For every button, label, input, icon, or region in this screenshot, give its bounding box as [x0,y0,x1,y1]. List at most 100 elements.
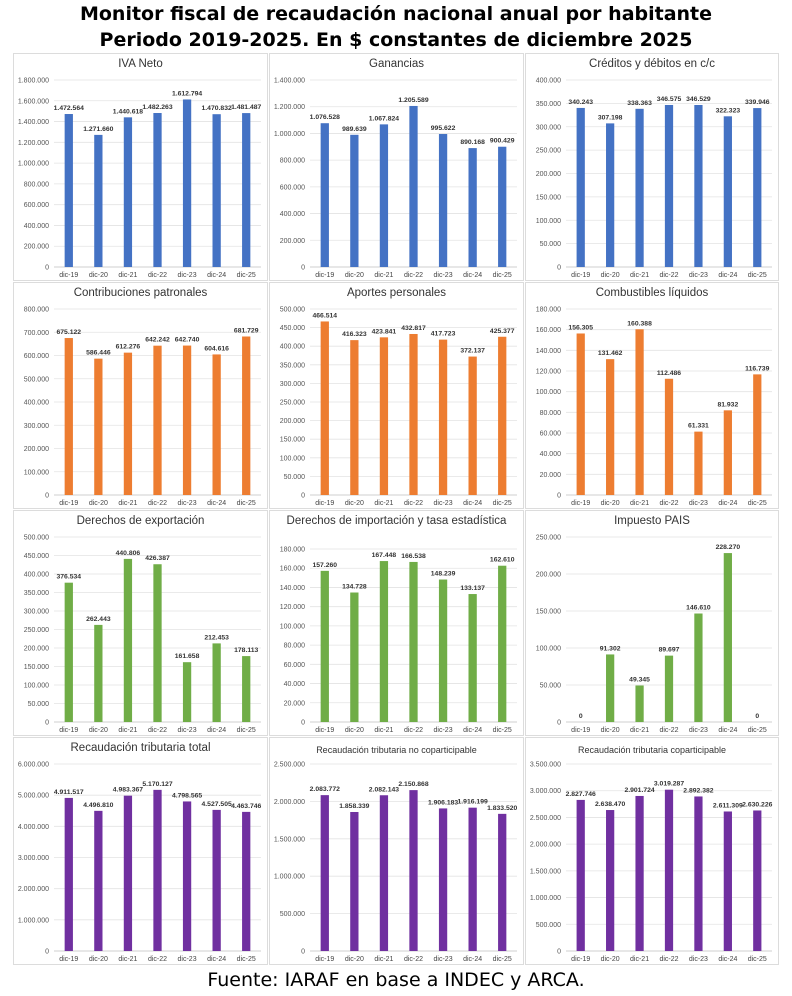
y-tick-label: 0 [301,949,305,956]
data-label: 1.440.618 [113,108,143,115]
data-label: 2.892.382 [683,787,713,794]
x-tick-label: dic-20 [345,500,364,507]
data-label: 178.113 [234,647,258,654]
bar-dic-24 [212,354,221,495]
x-tick-label: dic-21 [374,500,393,507]
x-tick-label: dic-21 [118,727,137,734]
y-tick-label: 300.000 [24,423,49,430]
chart-panel-total: Recaudación tributaria total 0 1.000.000 2.… [13,737,268,965]
bar-dic-22 [153,564,162,722]
y-tick-label: 300.000 [536,124,561,131]
y-tick-label: 50.000 [540,683,562,690]
data-label: 346.529 [686,96,711,103]
data-label: 1.612.794 [172,90,202,97]
y-tick-label: 0 [557,265,561,272]
chart-title: Recaudación tributaria total [70,742,211,754]
data-label: 675.122 [56,329,81,336]
y-tick-label: 150.000 [536,194,561,201]
x-tick-label: dic-22 [404,500,423,507]
y-tick-label: 500.000 [280,307,305,314]
y-tick-label: 120.000 [280,604,305,611]
bar-dic-20 [94,134,103,267]
x-tick-label: dic-24 [463,272,482,279]
x-tick-label: dic-21 [374,727,393,734]
bar-dic-19 [576,799,585,951]
data-label: 157.260 [312,562,337,569]
bar-dic-19 [320,570,329,722]
x-tick-label: dic-24 [718,956,737,963]
y-tick-label: 1.400.000 [274,78,305,85]
data-label: 0 [755,713,759,720]
bar-dic-24 [212,114,221,267]
x-tick-label: dic-21 [630,727,649,734]
chart-title: Contribuciones patronales [73,287,208,299]
data-label: 91.302 [600,645,621,652]
y-tick-label: 200.000 [536,171,561,178]
chart-title: Recaudación tributaria coparticipable [577,745,727,755]
data-label: 4.527.505 [202,801,232,808]
x-tick-label: dic-24 [718,500,737,507]
data-label: 1.472.564 [54,105,84,112]
chart-panel-contribuciones: Contribuciones patronales 0 100.000 200.000… [13,282,268,509]
y-tick-label: 200.000 [536,572,561,579]
y-tick-label: 2.500.000 [530,815,561,822]
x-tick-label: dic-19 [59,272,78,279]
x-tick-label: dic-22 [404,727,423,734]
y-tick-label: 450.000 [24,553,49,560]
x-tick-label: dic-23 [178,727,197,734]
x-tick-label: dic-23 [178,956,197,963]
y-tick-label: 1.500.000 [530,868,561,875]
data-label: 426.387 [145,555,170,562]
bar-dic-22 [664,655,674,722]
x-tick-label: dic-20 [89,956,108,963]
y-tick-label: 0 [301,493,305,500]
bar-dic-24 [723,410,732,495]
bar-dic-22 [664,378,674,495]
data-label: 1.470.832 [202,105,232,112]
data-label: 1.916.199 [458,799,488,806]
data-label: 340.243 [568,99,593,106]
chart-panel-creditos: Créditos y débitos en c/c 0 50.000 100.000 1… [525,53,779,281]
data-label: 167.448 [372,552,397,559]
y-tick-label: 2.500.000 [274,762,305,769]
x-tick-label: dic-19 [315,272,334,279]
bar-dic-19 [576,107,585,267]
y-tick-label: 100.000 [280,455,305,462]
chart-panel-ganancias: Ganancias 0 200.000 400.000 600.000 800.000 1.… [269,53,524,281]
data-label: 1.858.339 [339,803,369,810]
x-tick-label: dic-23 [178,272,197,279]
data-label: 166.538 [401,553,426,560]
y-tick-label: 600.000 [280,184,305,191]
x-tick-label: dic-23 [689,500,708,507]
source-note: Fuente: IARAF en base a INDEC y ARCA. [207,969,585,991]
x-tick-label: dic-25 [237,500,256,507]
x-tick-label: dic-22 [404,272,423,279]
data-label: 417.723 [431,331,456,338]
x-tick-label: dic-19 [571,272,590,279]
chart-panel-exportacion: Derechos de exportación 0 50.000 100.000 150… [13,510,268,736]
chart-svg-total: 0 1.000.000 2.000.000 3.000.000 4.000.000 5.0… [18,762,262,964]
y-tick-label: 600.000 [24,202,49,209]
bar-dic-23 [438,808,448,951]
y-tick-label: 800.000 [24,181,49,188]
y-tick-label: 0 [557,493,561,500]
y-tick-label: 350.000 [280,362,305,369]
bar-dic-21 [635,329,644,495]
bar-dic-19 [64,114,73,267]
y-tick-label: 160.000 [280,566,305,573]
chart-svg-combustibles: 0 20.000 40.000 60.000 80.000 100.000 120.000 1… [536,307,772,507]
bar-dic-24 [468,148,477,267]
data-label: 2.611.309 [713,802,743,809]
bar-dic-22 [153,789,162,951]
y-tick-label: 4.000.000 [18,824,49,831]
data-label: 2.638.470 [595,801,625,808]
y-tick-label: 50.000 [28,701,50,708]
data-label: 1.833.520 [487,805,517,812]
x-tick-label: dic-23 [434,500,453,507]
bar-dic-21 [123,558,133,722]
y-tick-label: 180.000 [280,547,305,554]
x-tick-label: dic-24 [718,272,737,279]
y-tick-label: 2.000.000 [18,886,49,893]
data-label: 1.482.263 [142,104,172,111]
bar-dic-23 [694,104,703,267]
